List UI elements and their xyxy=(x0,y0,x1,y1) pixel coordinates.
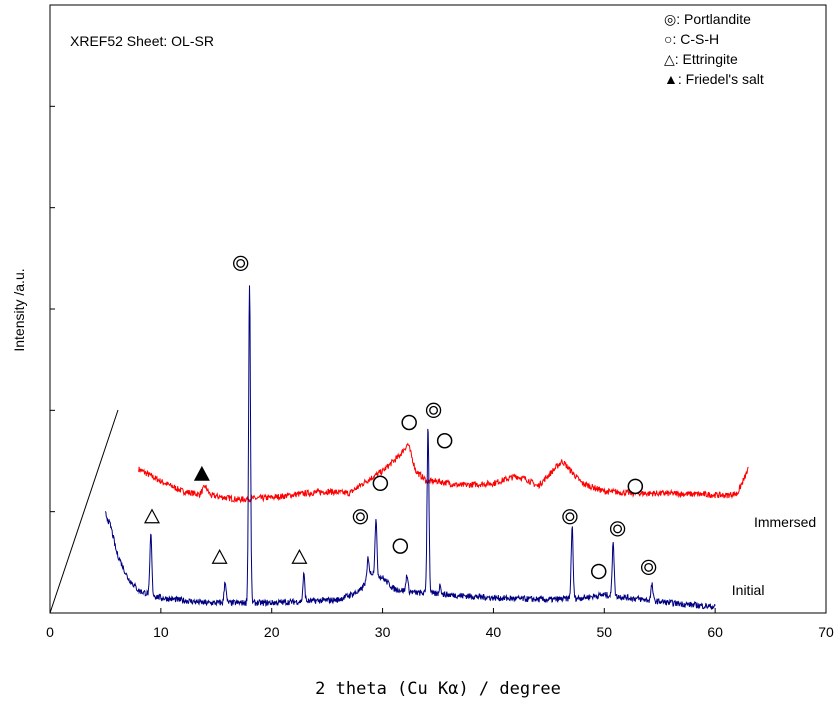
legend-entry: ▲: Friedel's salt xyxy=(664,71,764,87)
x-tick-label: 50 xyxy=(596,624,612,640)
y-axis-title: Intensity /a.u. xyxy=(11,268,27,351)
marker-c-s-h xyxy=(627,478,644,495)
x-axis-title: 2 theta (Cu Kα) / degree xyxy=(315,679,561,699)
marker-portlandite xyxy=(640,559,657,576)
marker-portlandite xyxy=(609,521,626,537)
legend: ◎: Portlandite ○: C-S-H △: Ettringite ▲: Fr… xyxy=(664,11,764,87)
marker-ettringite xyxy=(143,508,160,524)
break-line xyxy=(49,409,119,614)
curve-label-initial: Initial xyxy=(732,582,765,598)
x-tick-label: 30 xyxy=(375,624,391,640)
x-tick-label: 20 xyxy=(264,624,280,640)
legend-entry: △: Ettringite xyxy=(664,51,738,67)
phase-markers xyxy=(143,255,657,580)
legend-entry: ◎: Portlandite xyxy=(664,11,751,27)
curve-labels: Immersed Initial xyxy=(732,514,816,598)
marker-ettringite xyxy=(291,549,308,564)
legend-entry: ○: C-S-H xyxy=(664,31,719,47)
y-ticks xyxy=(50,4,55,614)
curve-label-immersed: Immersed xyxy=(754,514,816,530)
plot-frame xyxy=(49,4,827,614)
x-tick-label: 40 xyxy=(486,624,502,640)
marker-friedel-s-salt xyxy=(193,465,210,481)
marker-portlandite xyxy=(352,509,369,525)
marker-c-s-h xyxy=(392,538,409,554)
marker-ettringite xyxy=(211,549,228,564)
x-tick-label: 0 xyxy=(46,624,54,640)
series-group xyxy=(104,285,749,610)
x-ticks: 0 10 20 30 40 50 60 70 xyxy=(46,608,834,640)
marker-c-s-h xyxy=(590,563,607,580)
marker-portlandite xyxy=(233,255,249,272)
x-tick-label: 60 xyxy=(707,624,723,640)
marker-portlandite xyxy=(425,402,442,418)
marker-c-s-h xyxy=(401,414,417,431)
marker-c-s-h xyxy=(436,432,453,449)
marker-c-s-h xyxy=(372,475,389,492)
x-tick-label: 70 xyxy=(818,624,834,640)
chart-annotation: XREF52 Sheet: OL-SR xyxy=(70,33,214,49)
marker-portlandite xyxy=(562,509,578,525)
x-tick-label: 10 xyxy=(153,624,169,640)
series-line-immersed xyxy=(138,442,749,504)
series-line-initial xyxy=(104,285,716,610)
